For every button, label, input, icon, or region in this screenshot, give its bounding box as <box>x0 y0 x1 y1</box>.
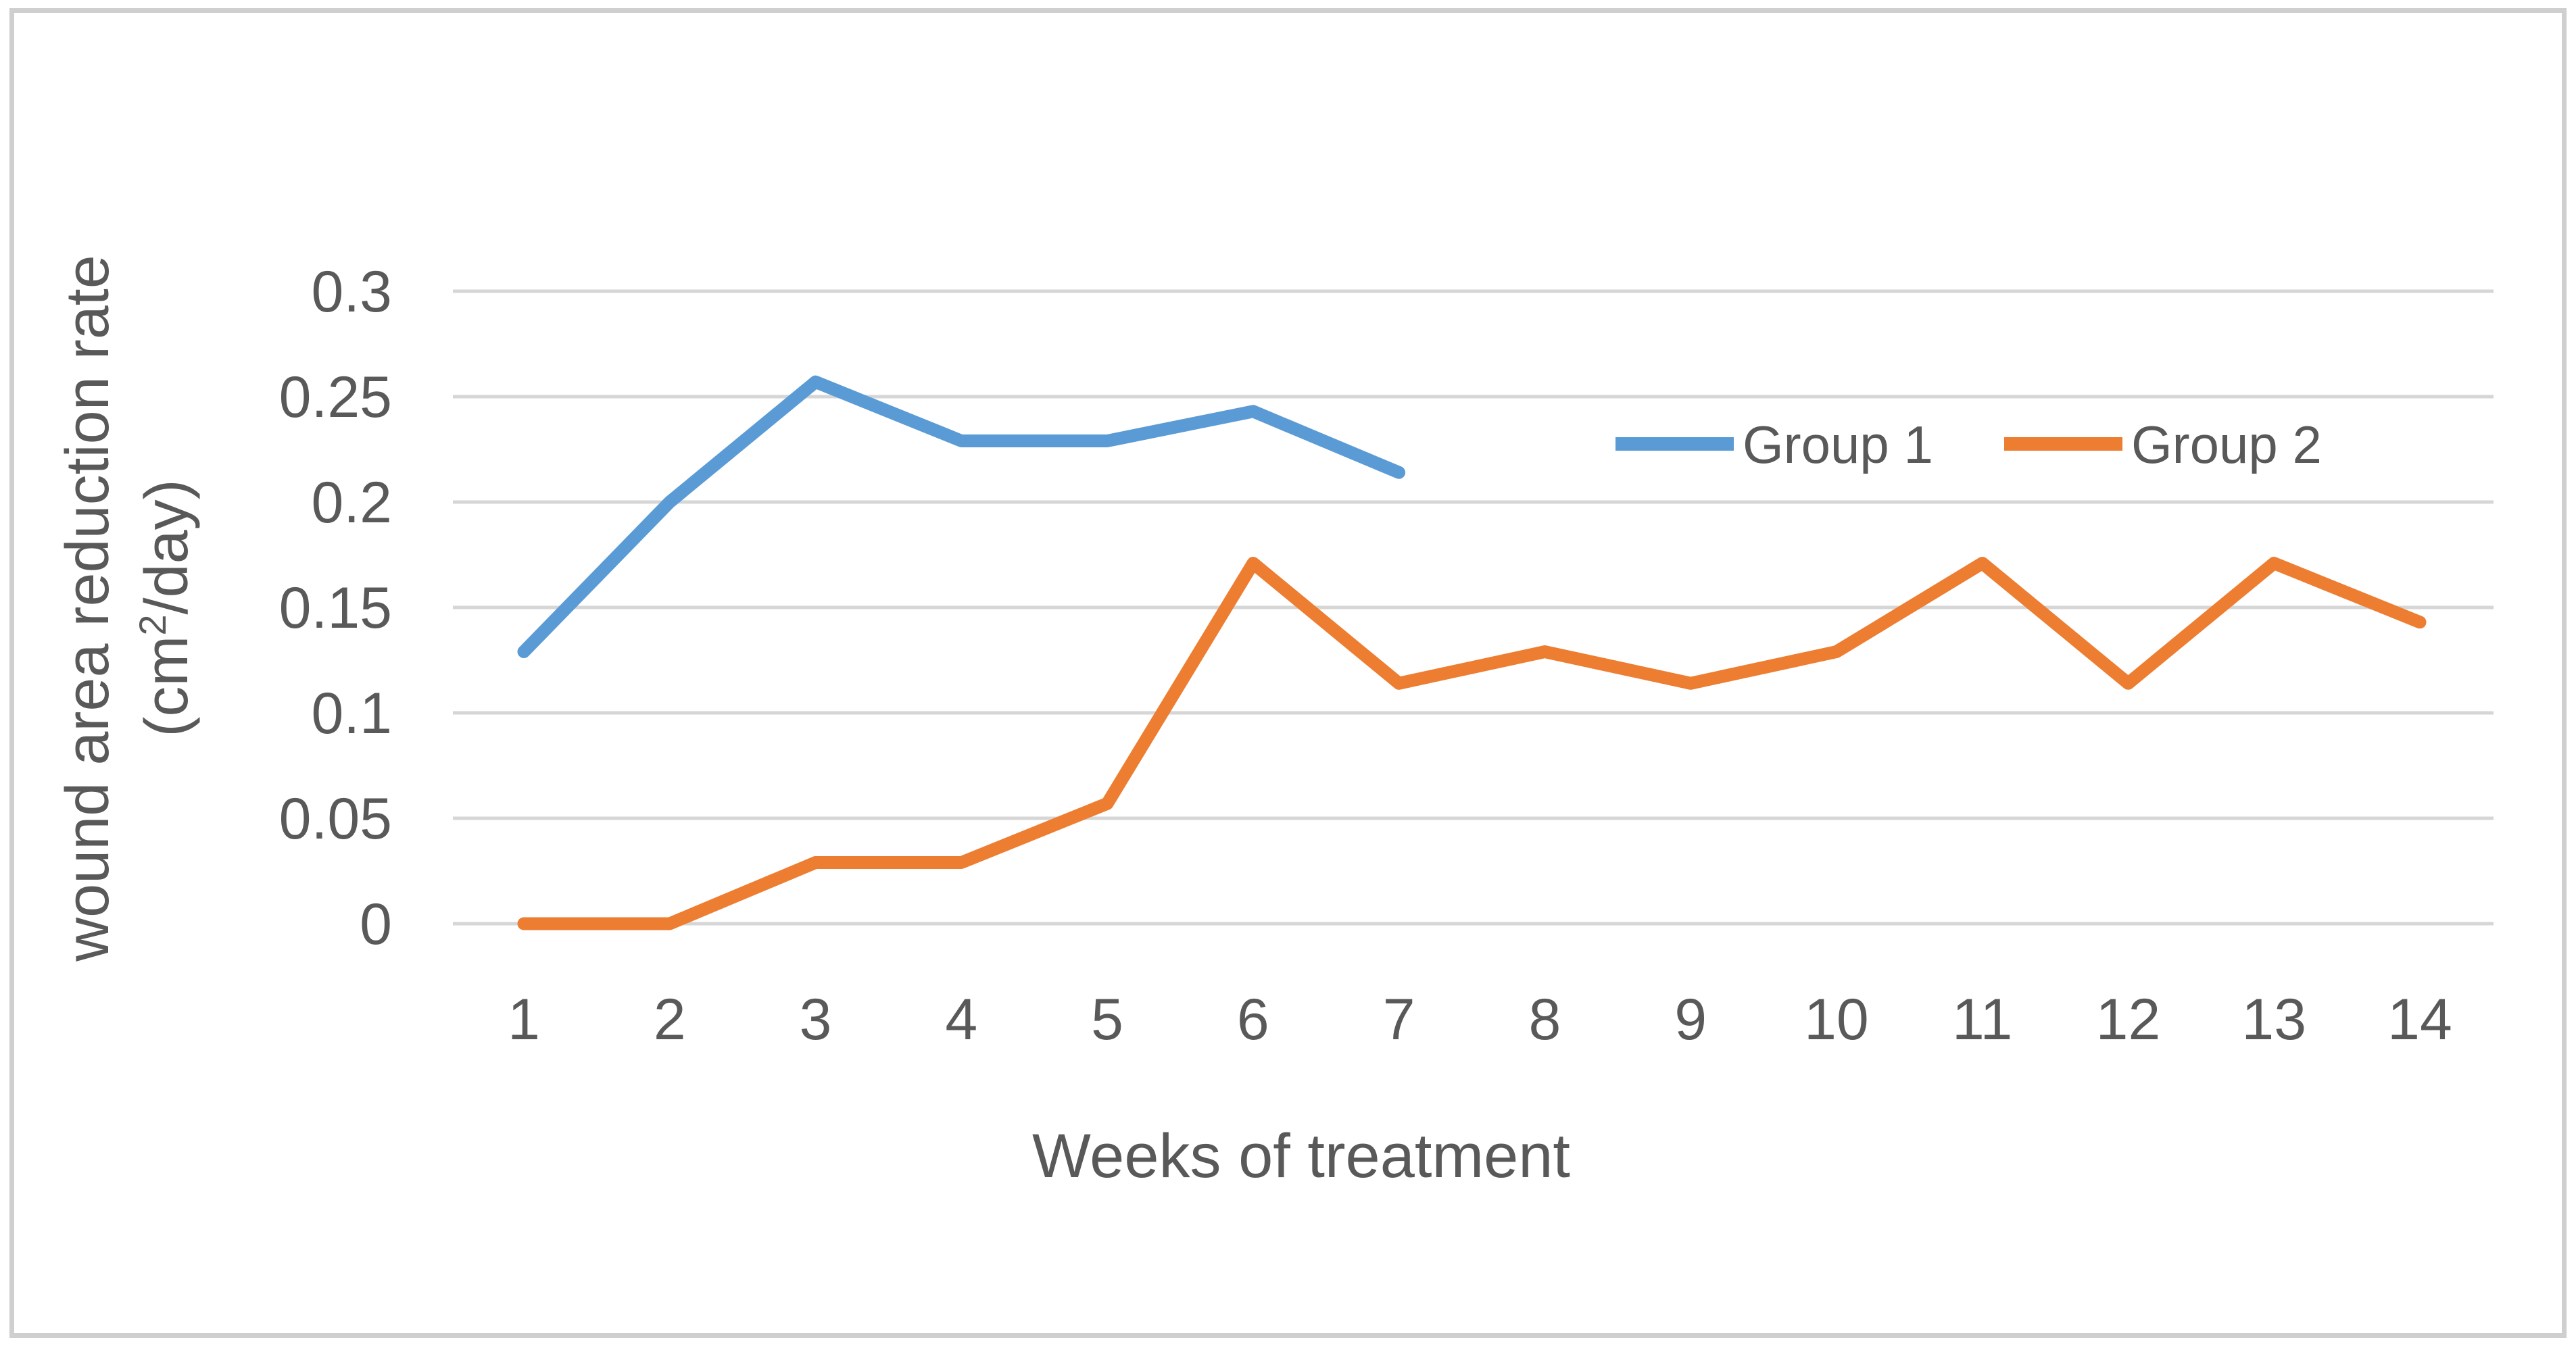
legend-item-group-2: Group 2 <box>2004 415 2322 474</box>
legend: Group 1 Group 2 <box>1615 415 2322 474</box>
x-tick-label: 5 <box>1091 987 1123 1052</box>
series-line-group-2 <box>517 557 2427 930</box>
x-tick-label: 1 <box>508 987 540 1052</box>
y-tick-label: 0.2 <box>311 470 392 535</box>
x-tick-label: 2 <box>654 987 686 1052</box>
y-tick-label: 0.05 <box>279 787 392 851</box>
x-tick-label: 10 <box>1804 987 1869 1052</box>
x-tick-label: 12 <box>2096 987 2161 1052</box>
y-axis-title-line1: wound area reduction rate <box>54 255 122 962</box>
x-tick-label: 9 <box>1674 987 1707 1052</box>
y-tick-label: 0.3 <box>311 259 392 324</box>
x-axis-tick-labels: 1 2 3 4 5 6 7 8 9 10 11 12 13 14 <box>508 987 2452 1052</box>
x-axis-title: Weeks of treatment <box>1032 1122 1570 1191</box>
x-tick-label: 3 <box>800 987 832 1052</box>
legend-label: Group 1 <box>1743 415 1933 474</box>
x-tick-label: 14 <box>2387 987 2452 1052</box>
y-axis-title: wound area reduction rate (cm2/day) <box>54 255 201 962</box>
y-tick-label: 0.15 <box>279 576 392 641</box>
x-tick-label: 11 <box>1952 987 2012 1052</box>
y-axis-tick-labels: 0.3 0.25 0.2 0.15 0.1 0.05 0 <box>279 259 392 957</box>
x-tick-label: 13 <box>2241 987 2306 1052</box>
series-line-group-1 <box>517 375 1406 658</box>
x-tick-label: 7 <box>1383 987 1415 1052</box>
series-lines <box>517 375 2427 930</box>
legend-label: Group 2 <box>2131 415 2322 474</box>
legend-item-group-1: Group 1 <box>1615 415 1933 474</box>
gridlines <box>453 289 2494 926</box>
x-tick-label: 6 <box>1237 987 1269 1052</box>
x-tick-label: 8 <box>1528 987 1561 1052</box>
y-axis-title-line2: (cm2/day) <box>131 479 201 737</box>
x-tick-label: 4 <box>945 987 977 1052</box>
y-tick-label: 0.1 <box>311 681 392 746</box>
y-tick-label: 0 <box>360 892 392 957</box>
y-tick-label: 0.25 <box>279 365 392 430</box>
